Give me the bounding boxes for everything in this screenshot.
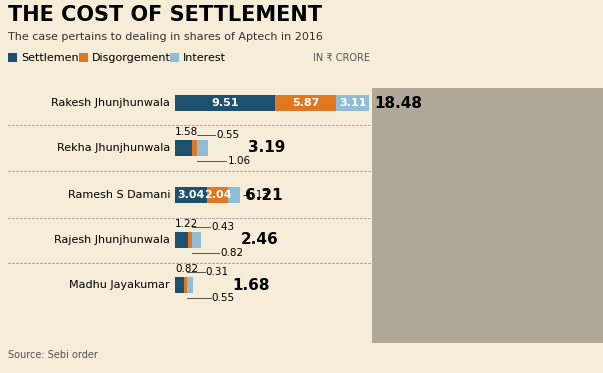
Text: 0.55: 0.55 [216,130,239,140]
Text: Settlement: Settlement [21,53,83,63]
Bar [336,95,369,111]
Text: Interest: Interest [183,53,226,63]
Bar [175,140,192,156]
Text: Rekha Jhunjhunwala: Rekha Jhunjhunwala [57,143,170,153]
Text: Rakesh Jhunjhunwala: Rakesh Jhunjhunwala [51,98,170,108]
Bar [175,95,275,111]
Text: The case pertains to dealing in shares of Aptech in 2016: The case pertains to dealing in shares o… [8,32,323,42]
Bar [187,277,192,293]
Bar [79,53,88,62]
Bar [192,232,201,248]
Text: 2.46: 2.46 [241,232,279,248]
Bar [207,187,229,203]
Text: 0.31: 0.31 [206,267,229,277]
Bar [197,140,209,156]
Text: 6.21: 6.21 [245,188,283,203]
Bar [175,232,188,248]
Text: 0.55: 0.55 [212,293,235,303]
Text: 0.82: 0.82 [175,264,198,274]
Bar [192,140,197,156]
Text: 0.43: 0.43 [211,222,235,232]
Bar [275,95,336,111]
Text: 1.22: 1.22 [175,219,198,229]
Text: 5.87: 5.87 [292,98,320,108]
Bar [229,187,240,203]
Text: Disgorgement: Disgorgement [92,53,171,63]
Text: 9.51: 9.51 [211,98,239,108]
Bar [372,88,603,343]
Bar [170,53,179,62]
Bar [175,277,183,293]
Text: 0.82: 0.82 [220,248,243,258]
Text: 1.68: 1.68 [233,278,270,292]
Text: IN ₹ CRORE: IN ₹ CRORE [313,53,370,63]
Bar [183,277,187,293]
Text: 3.04: 3.04 [177,190,204,200]
Text: Madhu Jayakumar: Madhu Jayakumar [69,280,170,290]
Bar [8,53,17,62]
Text: 1.58: 1.58 [175,127,198,137]
Text: 18.48: 18.48 [374,95,422,110]
Text: Source: Sebi order: Source: Sebi order [8,350,98,360]
Text: THE COST OF SETTLEMENT: THE COST OF SETTLEMENT [8,5,322,25]
Text: Ramesh S Damani: Ramesh S Damani [68,190,170,200]
Text: Rajesh Jhunjhunwala: Rajesh Jhunjhunwala [54,235,170,245]
Text: 3.11: 3.11 [339,98,367,108]
Text: -1.13: -1.13 [242,190,269,200]
Text: 3.19: 3.19 [248,141,286,156]
Text: 1.06: 1.06 [227,156,251,166]
Bar [175,187,207,203]
Bar [188,232,192,248]
Text: 2.04: 2.04 [204,190,232,200]
